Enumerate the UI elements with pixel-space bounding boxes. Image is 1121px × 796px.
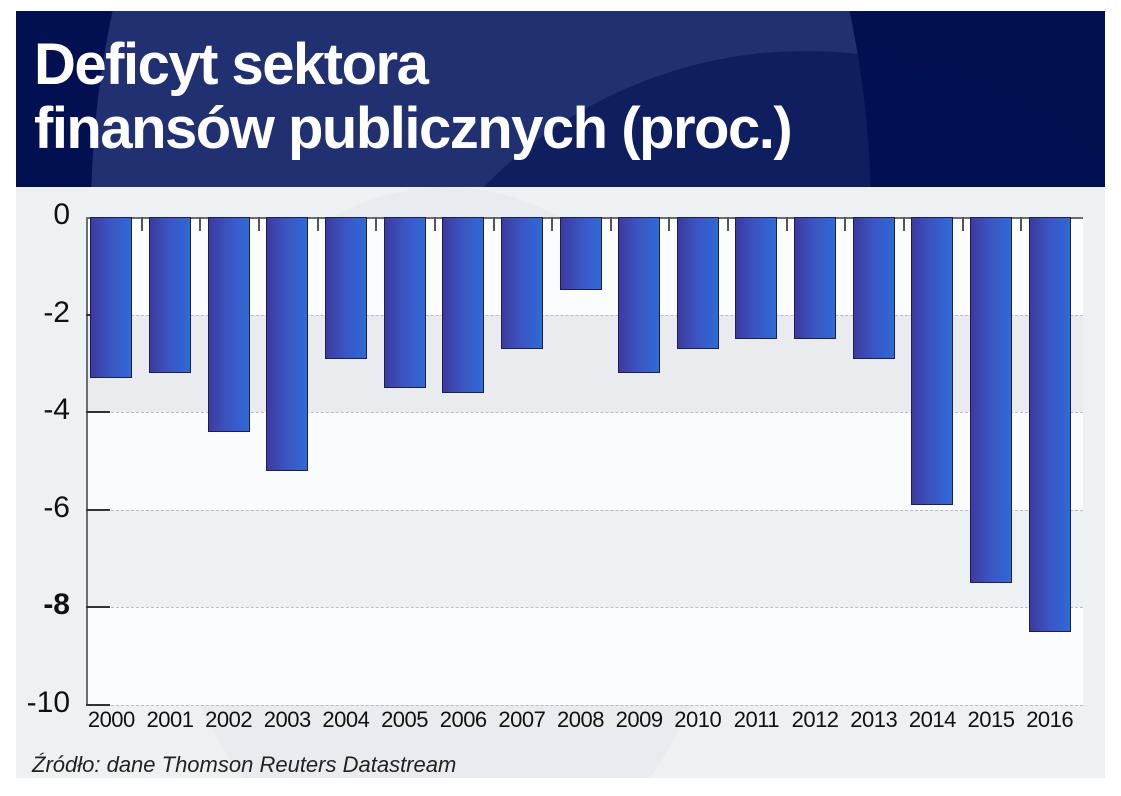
x-tick-label: 2001 [146,707,194,732]
gridline [86,509,1083,511]
x-tick-label: 2010 [674,707,722,732]
gridline [86,607,1083,609]
x-tick [785,217,788,231]
x-tick-label: 2012 [791,707,839,732]
y-tick-label: -4 [43,393,70,427]
x-tick [961,217,964,231]
chart-title: Deficyt sektora finansów publicznych (pr… [34,32,793,161]
x-tick [844,217,847,231]
x-tick-label: 2002 [205,707,253,732]
gridline [86,705,1083,706]
grid-band [86,509,1083,608]
x-tick-label: 2011 [733,707,780,732]
bar-2007 [500,217,543,349]
y-tick-label: -10 [26,686,70,719]
x-tick [375,217,378,231]
x-tick [433,217,436,231]
gridline [86,314,1083,316]
bar-2002 [207,217,250,432]
x-tick-label: 2008 [557,707,604,732]
bar-2008 [559,217,602,291]
bar-2016 [1028,217,1071,632]
x-tick [257,217,260,231]
x-tick [1020,217,1023,231]
y-tick [86,508,110,511]
bar-2004 [324,217,367,359]
grid-band [86,607,1083,705]
y-tick-label: 0 [53,198,70,231]
x-tick [492,217,495,231]
x-tick-label: 2016 [1026,707,1074,732]
bar-2009 [618,217,661,374]
bar-2011 [735,217,778,339]
y-tick [86,704,110,706]
y-tick-label: -2 [43,295,70,329]
title-line-2: finansów publicznych (proc.) [34,96,793,161]
y-tick [86,411,110,414]
x-tick-label: 2000 [87,707,135,732]
x-tick-label: 2009 [615,707,663,732]
bar-2000 [90,217,133,379]
bar-2013 [852,217,895,359]
bar-2010 [676,217,719,349]
plot-area [86,217,1083,706]
bar-2006 [442,217,485,393]
bar-2003 [266,217,309,471]
x-tick-label: 2007 [498,707,546,732]
x-tick-label: 2006 [439,707,487,732]
title-band: Deficyt sektora finansów publicznych (pr… [16,11,1105,187]
x-tick [551,217,554,231]
x-tick [140,217,143,231]
x-tick-label: 2013 [850,707,898,732]
y-axis [86,217,88,705]
bar-2014 [911,217,954,505]
bar-2012 [794,217,837,339]
x-tick-label: 2015 [967,707,1015,732]
y-tick-label: -8 [43,588,70,622]
x-tick-label: 2014 [908,707,956,732]
x-tick [727,217,730,231]
bar-2015 [970,217,1013,583]
x-tick [199,217,202,231]
x-tick [609,217,612,231]
x-tick-label: 2004 [322,707,370,732]
title-line-1: Deficyt sektora [34,32,429,97]
y-tick-label: -6 [43,490,70,524]
x-tick [903,217,906,231]
bar-2001 [148,217,191,374]
x-tick-label: 2005 [381,707,429,732]
x-tick [668,217,671,231]
y-tick [86,606,110,609]
bar-2005 [383,217,426,388]
gridline [86,412,1083,414]
x-tick [316,217,319,231]
source-note: Źródło: dane Thomson Reuters Datastream [32,752,457,777]
x-tick-label: 2003 [263,707,311,732]
